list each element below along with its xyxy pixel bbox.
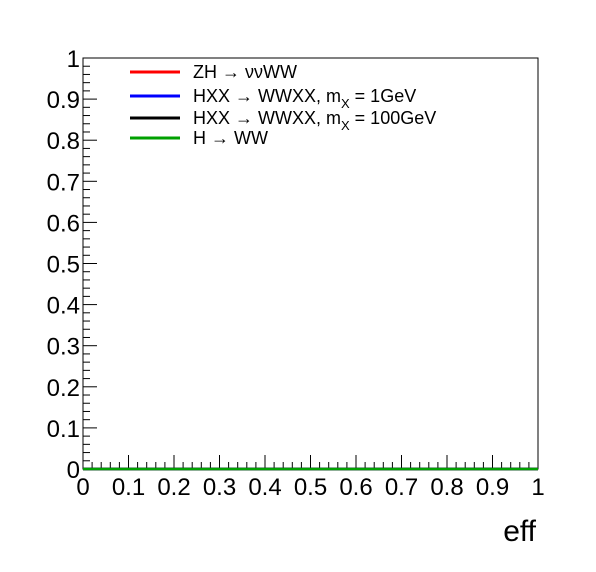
legend-label-suffix: = 100GeV (350, 108, 437, 128)
x-tick-label: 0.1 (112, 474, 145, 501)
y-axis-tick-labels: 0 0.1 0.2 0.3 0.4 0.5 0.6 0.7 0.8 0.9 1 (47, 46, 80, 484)
y-tick-label: 1 (67, 46, 80, 73)
y-tick-label: 0.5 (47, 252, 80, 279)
x-tick-label: 0.3 (203, 474, 236, 501)
y-tick-label: 0.3 (47, 334, 80, 361)
legend-label-suffix: = 1GeV (350, 86, 417, 106)
legend-label-0: ZH → ννWW (193, 62, 297, 82)
y-tick-label: 0.7 (47, 169, 80, 196)
legend-label-main: ZH → ννWW (193, 62, 297, 82)
x-tick-label: 0.6 (339, 474, 372, 501)
legend-label-subscript: X (341, 96, 350, 111)
x-tick-label: 0.7 (385, 474, 418, 501)
y-tick-label: 0.2 (47, 375, 80, 402)
legend-label-3: H → WW (193, 128, 268, 148)
x-axis-tick-labels: 0 0.1 0.2 0.3 0.4 0.5 0.6 0.7 0.8 0.9 1 (76, 474, 544, 501)
x-tick-label: 0.2 (157, 474, 190, 501)
y-tick-label: 0.9 (47, 87, 80, 114)
y-tick-label: 0.6 (47, 210, 80, 237)
legend-label-main: HXX → WWXX, m (193, 108, 341, 128)
y-tick-label: 0 (67, 457, 80, 484)
y-tick-label: 0.1 (47, 416, 80, 443)
y-tick-label: 0.4 (47, 293, 80, 320)
x-tick-label: 0.5 (294, 474, 327, 501)
x-axis-title: eff (503, 515, 536, 548)
legend-label-main: H → WW (193, 128, 268, 148)
x-tick-label: 1 (531, 474, 544, 501)
y-tick-label: 0.8 (47, 128, 80, 155)
x-tick-label: 0 (76, 474, 89, 501)
legend-label-subscript: X (341, 118, 350, 133)
x-tick-label: 0.8 (430, 474, 463, 501)
legend-label-main: HXX → WWXX, m (193, 86, 341, 106)
x-axis-ticks (82, 455, 539, 469)
y-axis-ticks (83, 57, 97, 470)
legend-label-2: HXX → WWXX, mX = 100GeV (193, 108, 436, 133)
x-tick-label: 0.9 (476, 474, 509, 501)
x-tick-label: 0.4 (248, 474, 281, 501)
legend-label-1: HXX → WWXX, mX = 1GeV (193, 86, 416, 111)
